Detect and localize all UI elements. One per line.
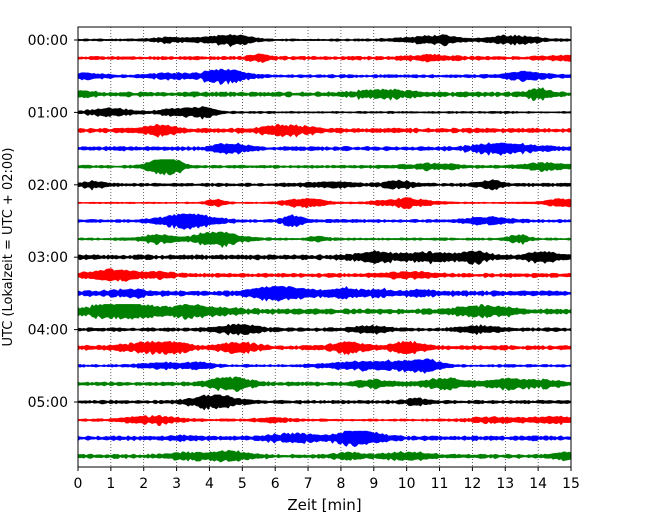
- x-tick-label-6: 6: [271, 476, 280, 492]
- x-tick-label-5: 5: [238, 476, 247, 492]
- x-tick-label-14: 14: [529, 476, 547, 492]
- y-tick-label-03:00: 03:00: [28, 250, 68, 266]
- x-tick-label-3: 3: [172, 476, 181, 492]
- y-tick-label-05:00: 05:00: [28, 395, 68, 411]
- y-tick-label-02:00: 02:00: [28, 178, 68, 194]
- x-axis: 0 1 2 3 4 5 6 7 8 9 10 11 12 13 14 15: [74, 467, 580, 492]
- y-axis-label: UTC (Lokalzeit = UTC + 02:00): [1, 148, 16, 347]
- x-tick-label-12: 12: [463, 476, 481, 492]
- y-axis: 00:00 01:00 02:00 03:00 04:00 05:00: [28, 33, 78, 411]
- x-tick-label-11: 11: [431, 476, 449, 492]
- x-tick-label-1: 1: [106, 476, 115, 492]
- x-tick-label-4: 4: [205, 476, 214, 492]
- y-tick-label-00:00: 00:00: [28, 33, 68, 49]
- y-tick-label-04:00: 04:00: [28, 323, 68, 339]
- x-tick-label-13: 13: [496, 476, 514, 492]
- x-tick-label-2: 2: [139, 476, 148, 492]
- traces: [77, 34, 572, 463]
- plot-frame: [77, 26, 572, 468]
- x-tick-label-9: 9: [369, 476, 378, 492]
- x-tick-label-15: 15: [562, 476, 580, 492]
- x-tick-label-0: 0: [74, 476, 83, 492]
- x-tick-label-7: 7: [304, 476, 313, 492]
- y-tick-label-01:00: 01:00: [28, 105, 68, 121]
- x-tick-label-8: 8: [336, 476, 345, 492]
- x-tick-label-10: 10: [398, 476, 416, 492]
- x-axis-label: Zeit [min]: [287, 496, 361, 514]
